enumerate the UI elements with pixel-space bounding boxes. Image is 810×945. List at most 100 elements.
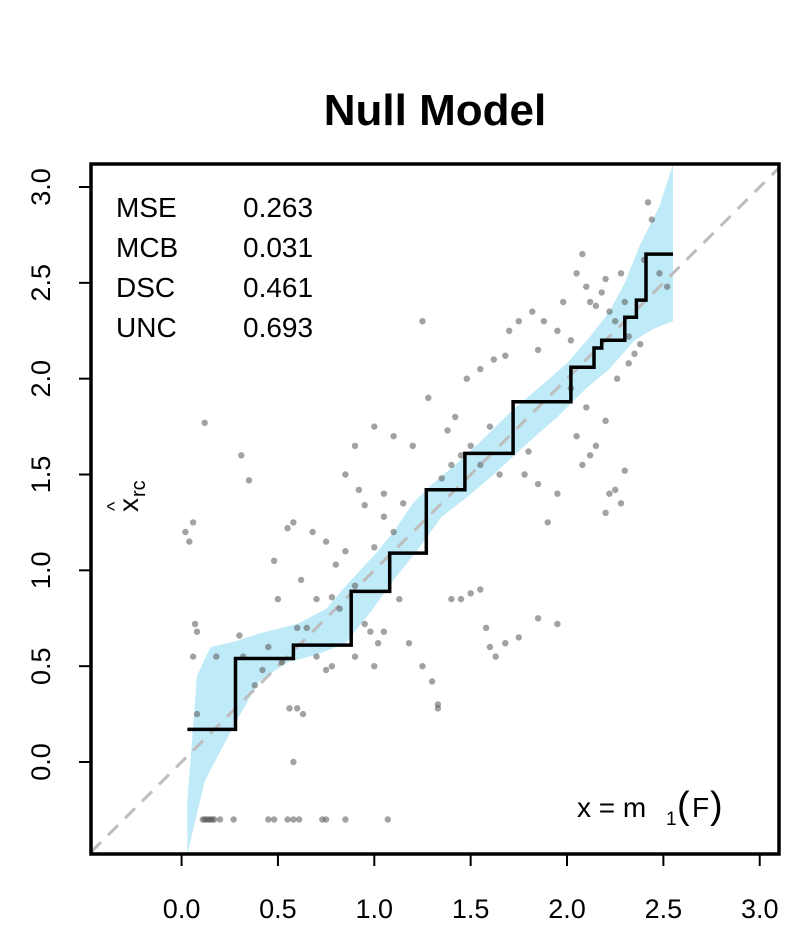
data-point bbox=[294, 705, 301, 712]
data-point bbox=[534, 480, 542, 488]
stat-name-unc: UNC bbox=[116, 312, 177, 343]
data-point bbox=[534, 346, 542, 354]
data-point bbox=[270, 816, 278, 823]
y-tick-label: 1.5 bbox=[26, 456, 56, 494]
data-point bbox=[525, 448, 532, 455]
data-point bbox=[342, 548, 349, 555]
data-point bbox=[457, 452, 465, 459]
data-point bbox=[290, 519, 297, 526]
data-point bbox=[529, 308, 536, 315]
data-point bbox=[193, 628, 201, 635]
data-point bbox=[216, 816, 224, 823]
data-point bbox=[448, 461, 455, 469]
data-point bbox=[419, 663, 426, 670]
y-tick-label: 0.0 bbox=[26, 743, 56, 781]
data-point bbox=[554, 327, 561, 334]
data-point bbox=[400, 500, 407, 507]
x-tick-label: 2.5 bbox=[645, 894, 683, 924]
data-point bbox=[290, 816, 297, 823]
data-point bbox=[602, 417, 609, 424]
data-point bbox=[294, 624, 301, 631]
plot-frame bbox=[89, 162, 781, 856]
data-point bbox=[617, 500, 625, 507]
data-point bbox=[554, 620, 561, 628]
stat-value-mcb: 0.031 bbox=[243, 232, 313, 263]
data-point bbox=[211, 816, 218, 823]
diagonal-reference-line bbox=[91, 165, 779, 854]
data-point bbox=[664, 283, 671, 290]
data-point bbox=[303, 624, 310, 631]
data-point bbox=[390, 528, 397, 536]
data-point bbox=[637, 341, 644, 348]
stat-name-dsc: DSC bbox=[116, 272, 175, 303]
y-axis-label-hat: ^ bbox=[104, 501, 126, 511]
data-point bbox=[606, 308, 613, 315]
data-point bbox=[602, 275, 609, 283]
data-point bbox=[405, 640, 413, 647]
data-point bbox=[448, 595, 455, 603]
y-tick-label: 2.5 bbox=[26, 264, 56, 302]
data-point bbox=[367, 628, 374, 635]
data-point bbox=[265, 643, 272, 651]
data-point bbox=[259, 666, 266, 674]
data-point bbox=[322, 816, 330, 823]
data-point bbox=[482, 624, 490, 631]
reliability-step-line bbox=[187, 252, 673, 732]
data-point bbox=[371, 544, 378, 551]
data-point bbox=[560, 298, 567, 306]
data-point bbox=[583, 283, 590, 290]
data-point bbox=[419, 318, 426, 325]
data-point bbox=[502, 640, 509, 647]
data-point bbox=[290, 758, 297, 766]
scatter-points bbox=[182, 199, 671, 823]
data-point bbox=[374, 640, 382, 647]
data-point bbox=[486, 423, 494, 430]
data-point bbox=[477, 365, 484, 373]
data-point bbox=[496, 471, 503, 478]
y-tick-label: 3.0 bbox=[26, 168, 56, 206]
data-point bbox=[270, 557, 278, 564]
data-point bbox=[251, 682, 258, 689]
data-point bbox=[409, 442, 416, 449]
data-point bbox=[477, 461, 484, 469]
data-point bbox=[544, 519, 551, 526]
data-point bbox=[332, 561, 339, 568]
data-point bbox=[278, 659, 285, 666]
data-point bbox=[322, 538, 330, 545]
data-point bbox=[313, 653, 320, 660]
data-point bbox=[631, 350, 638, 357]
data-point bbox=[534, 615, 542, 622]
note-paren-open: ( bbox=[677, 785, 690, 827]
x-tick-label: 2.0 bbox=[548, 894, 586, 924]
data-point bbox=[361, 502, 368, 509]
data-point bbox=[213, 653, 220, 660]
x-tick-label: 3.0 bbox=[741, 894, 779, 924]
y-tick-label: 0.5 bbox=[26, 647, 56, 685]
y-axis-label-sub: rc bbox=[128, 480, 150, 497]
data-point bbox=[274, 595, 282, 603]
data-point bbox=[521, 471, 528, 478]
data-point bbox=[467, 442, 474, 449]
data-point bbox=[467, 590, 474, 597]
data-point bbox=[361, 620, 368, 628]
data-point bbox=[371, 663, 378, 670]
data-point bbox=[351, 653, 359, 660]
data-point bbox=[265, 816, 272, 823]
data-point bbox=[351, 442, 359, 449]
data-point bbox=[621, 467, 628, 474]
data-point bbox=[384, 816, 391, 823]
data-point bbox=[586, 452, 594, 459]
y-tick-label: 2.0 bbox=[26, 360, 56, 398]
data-point bbox=[342, 471, 349, 478]
y-axis-label-main: x bbox=[113, 498, 144, 512]
data-point bbox=[438, 475, 445, 482]
data-point bbox=[621, 298, 628, 306]
data-point bbox=[598, 289, 605, 296]
data-point bbox=[236, 632, 243, 639]
data-point bbox=[579, 250, 586, 258]
data-point bbox=[286, 705, 293, 712]
stat-name-mcb: MCB bbox=[116, 232, 178, 263]
data-point bbox=[457, 595, 465, 603]
data-point bbox=[612, 318, 619, 325]
data-point bbox=[625, 333, 632, 340]
